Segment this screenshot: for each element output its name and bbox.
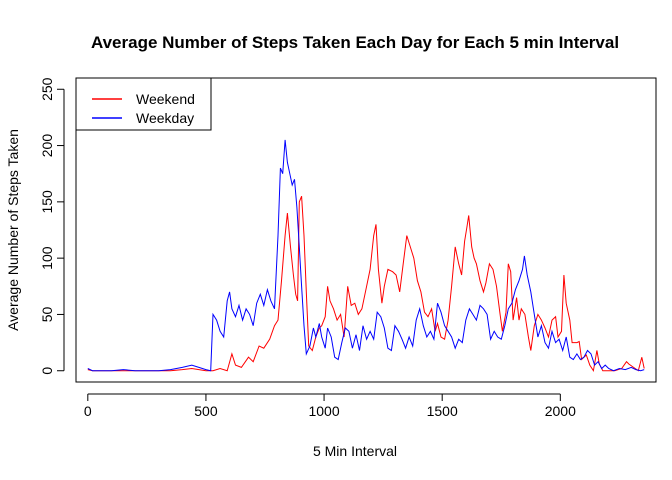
y-tick-label: 100 (39, 246, 55, 270)
series-layer (87, 139, 645, 373)
chart-title: Average Number of Steps Taken Each Day f… (91, 33, 619, 52)
x-tick-label: 1000 (308, 403, 339, 419)
y-axis: 0 50 100 150 200 250 (39, 77, 65, 375)
y-tick-label: 150 (39, 190, 55, 214)
x-tick-label: 1500 (427, 403, 458, 419)
y-tick-label: 200 (39, 134, 55, 158)
y-tick-label: 0 (39, 367, 55, 375)
x-tick-label: 0 (84, 403, 92, 419)
x-tick-label: 2000 (545, 403, 576, 419)
y-axis-label: Average Number of Steps Taken (5, 129, 21, 331)
legend-label-weekend: Weekend (136, 91, 195, 107)
x-tick-label: 500 (194, 403, 218, 419)
series-line-weekend (87, 196, 645, 373)
legend-box (75, 77, 212, 131)
plot-frame (75, 77, 657, 383)
legend: Weekend Weekday (75, 77, 212, 131)
y-tick-label: 250 (39, 77, 55, 101)
x-axis-label: 5 Min Interval (313, 443, 397, 459)
series-line-weekday (87, 139, 645, 372)
y-tick-label: 50 (39, 306, 55, 322)
x-axis: 0 500 1000 1500 2000 (84, 393, 576, 419)
legend-label-weekday: Weekday (136, 110, 194, 126)
